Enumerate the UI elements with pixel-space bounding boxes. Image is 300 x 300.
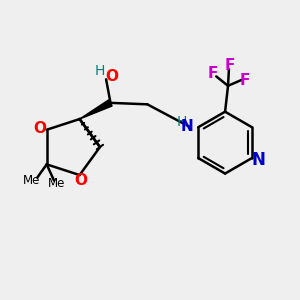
Polygon shape: [80, 100, 112, 119]
Text: H: H: [177, 115, 187, 129]
Text: O: O: [105, 69, 118, 84]
Text: N: N: [251, 151, 265, 169]
Text: O: O: [34, 121, 47, 136]
Text: Me: Me: [23, 174, 40, 187]
Text: Me: Me: [48, 177, 66, 190]
Text: F: F: [208, 66, 218, 81]
Text: H: H: [94, 64, 105, 78]
Text: N: N: [181, 119, 194, 134]
Text: F: F: [240, 73, 250, 88]
Text: O: O: [75, 173, 88, 188]
Text: F: F: [224, 58, 235, 73]
